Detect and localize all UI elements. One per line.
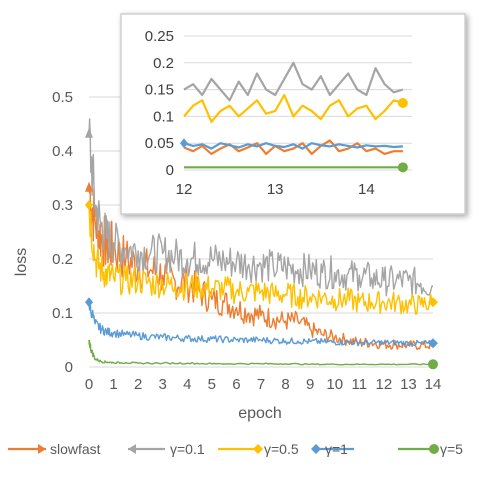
x-tick-label: 2: [134, 376, 142, 393]
x-tick-label: 1: [109, 376, 117, 393]
legend-label: γ=5: [440, 441, 463, 457]
inset-series-group: [180, 61, 408, 173]
x-tick-label: 14: [425, 376, 442, 393]
y-axis-label: loss: [13, 248, 30, 276]
series-line-slowfast: [183, 139, 403, 155]
series-end-marker-0-5: [428, 297, 438, 308]
y-tick-label: 0.3: [52, 197, 73, 214]
legend-item-1: γ=1: [311, 441, 354, 457]
y-tick-label: 0.4: [52, 143, 73, 160]
inset-plot: 12 13 14 0 0.05 0.1 0.15 0.2 0.25: [120, 13, 466, 215]
x-tick-label: 4: [183, 376, 191, 393]
x-tick-label: 14: [358, 181, 375, 198]
series-end-marker-5: [428, 359, 438, 370]
x-tick-label: 5: [208, 376, 216, 393]
x-tick-label: 3: [159, 376, 167, 393]
series-start-marker-0-1: [85, 127, 93, 138]
y-tick-label: 0: [166, 162, 174, 179]
legend-diamond-icon: [311, 444, 321, 454]
inset-y-tick-labels: 0 0.05 0.1 0.15 0.2 0.25: [145, 28, 174, 179]
x-tick-label: 8: [281, 376, 289, 393]
y-tick-label: 0.2: [52, 251, 73, 268]
y-tick-label: 0.15: [145, 82, 174, 99]
x-axis-label: epoch: [238, 405, 282, 422]
legend: slowfast γ=0.1 γ=0.5 γ=1 γ=5: [8, 441, 463, 457]
y-tick-label: 0.1: [153, 108, 174, 125]
legend-item-5: γ=5: [398, 441, 463, 457]
series-line-0-5: [183, 93, 404, 123]
inset-start-marker-1: [180, 138, 188, 149]
main-series-group: [85, 118, 438, 370]
x-tick-label: 9: [306, 376, 314, 393]
x-tick-label: 10: [326, 376, 343, 393]
series-line-1: [183, 142, 403, 150]
legend-label: γ=1: [325, 441, 348, 457]
legend-label: γ=0.5: [264, 441, 299, 457]
y-tick-label: 0.5: [52, 89, 73, 106]
inset-end-marker-5: [397, 162, 408, 173]
legend-label: slowfast: [50, 441, 101, 457]
series-end-marker-1: [428, 338, 438, 349]
x-tick-label: 11: [351, 376, 367, 393]
y-tick-label: 0.2: [153, 55, 174, 72]
x-tick-label: 0: [85, 376, 93, 393]
y-tick-label: 0.05: [145, 135, 174, 152]
y-tick-label: 0.1: [52, 305, 73, 322]
series-line-5: [88, 339, 434, 366]
legend-arrow-icon: [38, 444, 46, 454]
series-line-0-1: [88, 118, 434, 297]
main-y-tick-labels: 0 0.1 0.2 0.3 0.4 0.5: [52, 89, 73, 376]
x-tick-label: 7: [257, 376, 265, 393]
legend-circle-icon: [429, 444, 439, 454]
legend-diamond-icon: [253, 444, 263, 454]
series-line-0-1: [183, 61, 404, 102]
series-line-1: [88, 302, 434, 347]
x-tick-label: 12: [376, 376, 393, 393]
inset-end-marker-0-5: [397, 98, 408, 108]
series-start-marker-1: [85, 297, 93, 308]
legend-item-0-1: γ=0.1: [128, 441, 205, 457]
legend-item-0-5: γ=0.5: [218, 441, 299, 457]
x-tick-label: 12: [176, 181, 193, 198]
y-tick-label: 0: [65, 359, 73, 376]
main-x-tick-labels: 0 1 2 3 4 5 6 7 8 9 10 11 12 13 14: [85, 376, 442, 393]
series-start-marker-0-5: [85, 200, 93, 210]
inset-x-tick-labels: 12 13 14: [176, 181, 375, 198]
legend-item-slowfast: slowfast: [8, 441, 101, 457]
x-tick-label: 13: [267, 181, 284, 198]
series-start-marker-slowfast: [85, 181, 93, 192]
y-tick-label: 0.25: [145, 28, 174, 45]
series-line-0-5: [88, 204, 434, 315]
legend-label: γ=0.1: [170, 441, 205, 457]
x-tick-label: 6: [232, 376, 240, 393]
legend-arrow-icon: [128, 444, 136, 454]
x-tick-label: 13: [400, 376, 417, 393]
